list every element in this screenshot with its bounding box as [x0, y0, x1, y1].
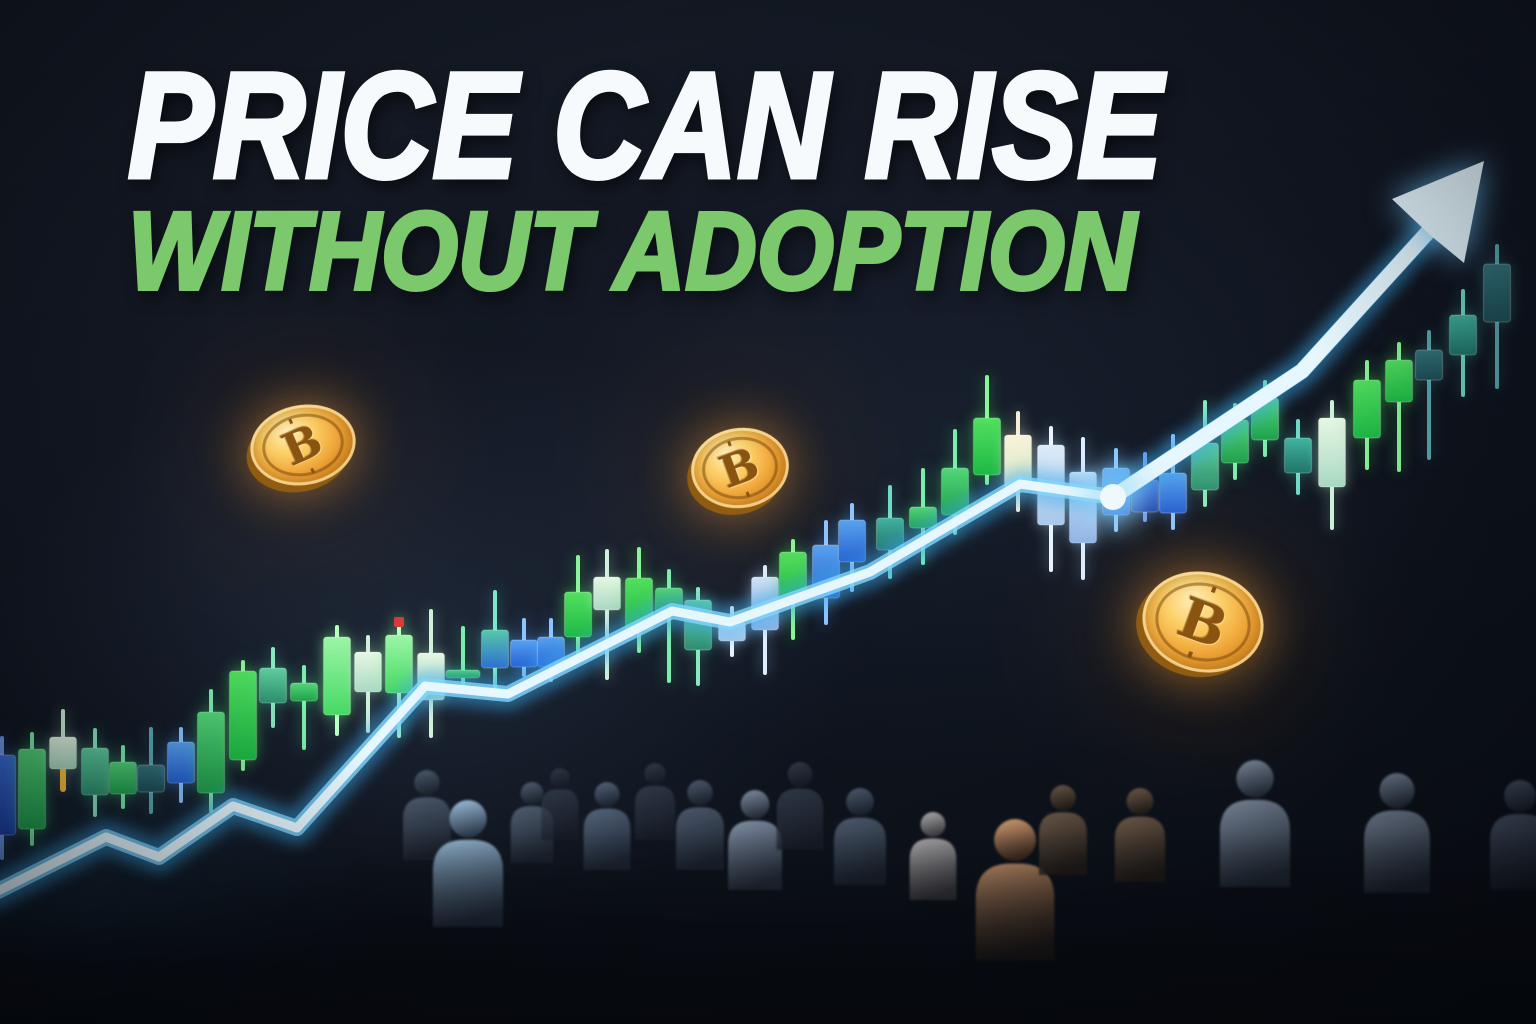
floor-shadow [0, 830, 1536, 1024]
candle [228, 660, 258, 771]
candle [289, 665, 319, 750]
candle [196, 689, 226, 813]
candle [1448, 289, 1478, 397]
headline-line-1: PRICE CAN RISE [126, 41, 1165, 209]
candle [1283, 419, 1313, 495]
candle [80, 728, 110, 817]
candle [1317, 400, 1347, 530]
candle [108, 745, 138, 809]
candle [1414, 330, 1444, 460]
bitcoin-symbol-icon: B [1170, 583, 1236, 661]
bitcoin-coin: B [685, 421, 795, 515]
candle [1384, 342, 1414, 472]
person-figure [541, 768, 579, 840]
bitcoin-symbol-icon: B [713, 437, 767, 499]
candle [166, 727, 196, 803]
candle [17, 732, 47, 846]
person-figure [634, 763, 676, 840]
candle [258, 647, 288, 728]
candle [48, 709, 78, 792]
candle [1352, 360, 1382, 470]
headline-line-2: WITHOUT ADOPTION [126, 190, 1138, 313]
candle [136, 727, 166, 814]
candle [322, 625, 352, 736]
coin-face: B [685, 421, 795, 515]
bitcoin-symbol-icon: B [275, 414, 331, 476]
candle [972, 375, 1002, 485]
candles-layer [0, 244, 1512, 860]
candle [1482, 244, 1512, 389]
